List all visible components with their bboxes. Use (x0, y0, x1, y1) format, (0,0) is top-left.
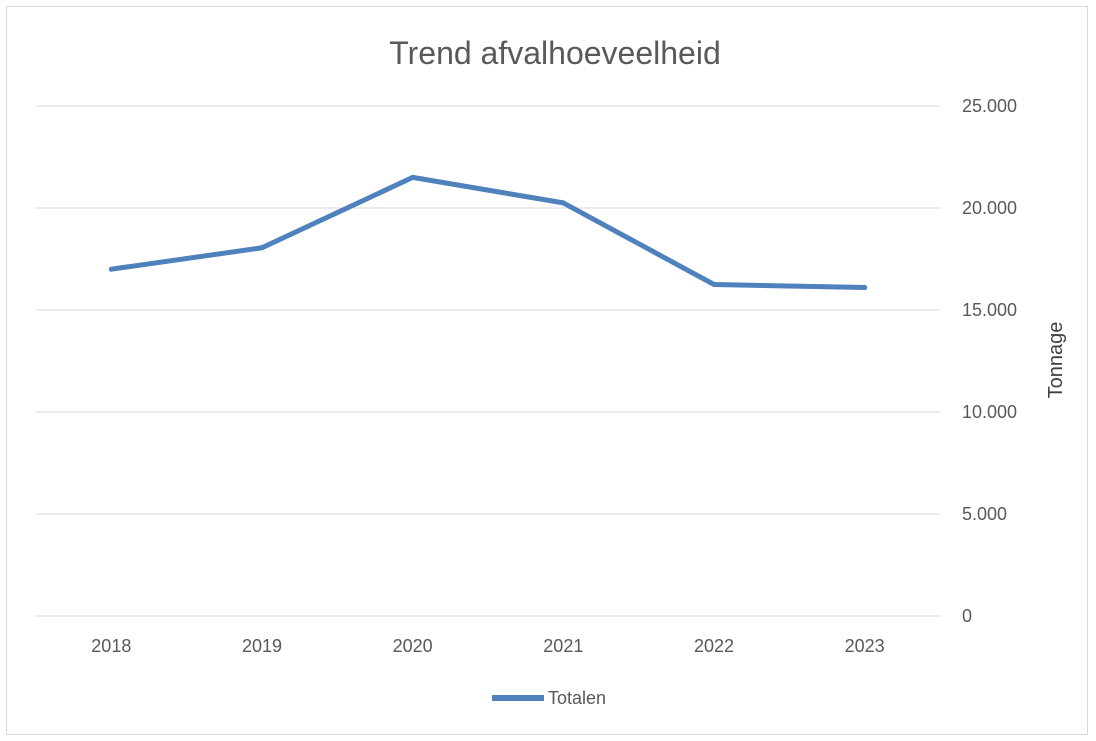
gridlines (36, 105, 940, 617)
x-tick-label: 2019 (242, 636, 282, 656)
x-tick-label: 2020 (393, 636, 433, 656)
data-point (711, 282, 717, 287)
data-point (259, 245, 265, 251)
y-tick-label: 15.000 (962, 300, 1017, 320)
y-tick-label: 20.000 (962, 198, 1017, 218)
x-tick-label: 2023 (845, 636, 885, 656)
y-tick-label: 25.000 (962, 96, 1017, 116)
y-axis-ticks: 0 5.000 10.000 15.000 20.000 25.000 (962, 96, 1017, 626)
series-layer (108, 174, 868, 291)
data-point (410, 174, 416, 180)
chart-frame (6, 6, 1088, 735)
data-point (862, 285, 868, 291)
x-tick-label: 2022 (694, 636, 734, 656)
data-point (108, 266, 114, 272)
series-line-totalen (108, 174, 868, 291)
y-tick-label: 10.000 (962, 402, 1017, 422)
x-axis-ticks: 2018 2019 2020 2021 2022 2023 (91, 636, 884, 656)
x-tick-label: 2021 (543, 636, 583, 656)
y-tick-label: 5.000 (962, 504, 1007, 524)
chart-title: Trend afvalhoeveelheid (389, 35, 720, 71)
legend-label-totalen: Totalen (548, 688, 606, 708)
x-tick-label: 2018 (91, 636, 131, 656)
y-tick-label: 0 (962, 606, 972, 626)
legend: Totalen (492, 688, 606, 708)
y-axis-label: Tonnage (1045, 322, 1067, 399)
data-point (560, 200, 566, 206)
